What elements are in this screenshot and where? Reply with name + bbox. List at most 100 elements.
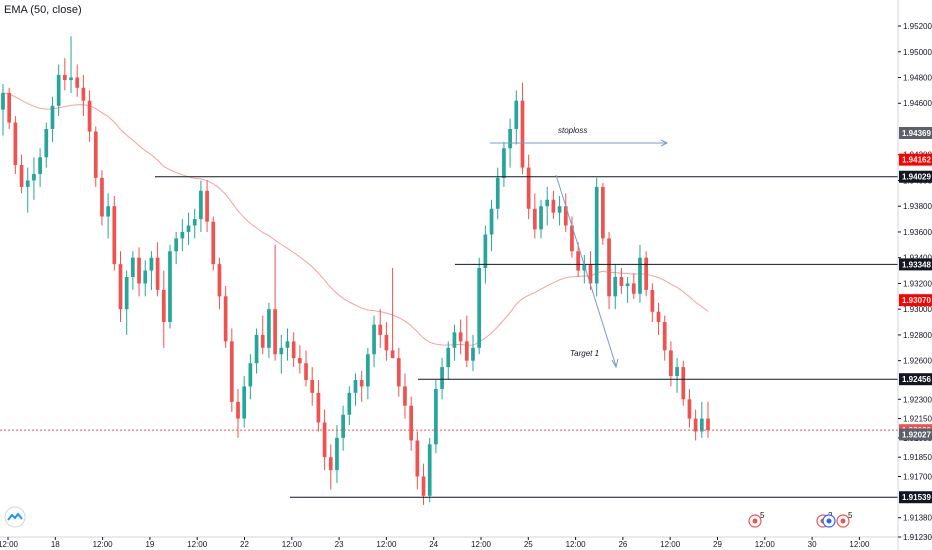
candle-body bbox=[304, 363, 308, 380]
candle-body bbox=[87, 100, 92, 132]
candle-body bbox=[452, 332, 457, 348]
candle-body bbox=[155, 257, 160, 290]
candle-body bbox=[477, 267, 482, 348]
candle-body bbox=[279, 347, 284, 355]
candle-body bbox=[662, 322, 667, 351]
price-tick-label: 1.92800 bbox=[903, 331, 932, 340]
price-tick-label: 1.94800 bbox=[903, 74, 932, 83]
candle-body bbox=[557, 206, 562, 213]
price-badge bbox=[899, 491, 932, 504]
candle-body bbox=[601, 186, 605, 239]
horizontal-levels[interactable] bbox=[0, 176, 898, 498]
price-tick-label: 1.91850 bbox=[903, 453, 932, 462]
candle-body bbox=[81, 87, 86, 101]
time-tick-label: 12:00 bbox=[376, 540, 397, 549]
annotations[interactable]: stoploss Target 1 bbox=[490, 126, 669, 369]
candle-body bbox=[137, 257, 141, 284]
price-badge-label: 1.93070 bbox=[902, 296, 931, 305]
price-tick-label: 1.93600 bbox=[903, 228, 932, 237]
time-tick-label: 30 bbox=[808, 540, 817, 549]
candle-body bbox=[421, 476, 426, 496]
price-tick-label: 1.95200 bbox=[903, 22, 932, 31]
candle-body bbox=[706, 418, 710, 431]
candle-body bbox=[471, 347, 475, 361]
candle-body bbox=[273, 309, 277, 355]
candle-body bbox=[149, 257, 154, 271]
price-badge bbox=[899, 170, 932, 183]
price-badge bbox=[899, 153, 932, 166]
candle-body bbox=[112, 206, 117, 265]
event-count: 5 bbox=[848, 511, 853, 520]
candle-body bbox=[588, 264, 593, 284]
candle-body bbox=[563, 206, 568, 226]
candle-body bbox=[656, 311, 661, 323]
price-badge bbox=[899, 428, 932, 441]
price-badge-label: 1.91539 bbox=[902, 493, 931, 502]
candle-body bbox=[353, 379, 358, 393]
candle-body bbox=[384, 334, 389, 351]
target-arrow bbox=[555, 174, 617, 367]
candle-body bbox=[62, 74, 67, 81]
event-dot-icon bbox=[752, 518, 758, 524]
candle-body bbox=[681, 367, 686, 400]
candle-body bbox=[260, 334, 265, 348]
time-tick-label: 29 bbox=[713, 540, 722, 549]
candle-body bbox=[532, 208, 537, 230]
candle-body bbox=[551, 199, 556, 213]
candles[interactable] bbox=[1, 36, 710, 505]
time-tick-label: 12:00 bbox=[93, 540, 114, 549]
time-tick-label: 12:00 bbox=[471, 540, 492, 549]
candle-body bbox=[44, 128, 49, 158]
time-tick-label: 25 bbox=[524, 540, 533, 549]
time-tick-label: 12:00 bbox=[187, 540, 208, 549]
indicator-label[interactable]: EMA (50, close) bbox=[4, 4, 82, 16]
time-tick-label: 23 bbox=[335, 540, 344, 549]
candle-body bbox=[242, 386, 247, 419]
candle-body bbox=[409, 405, 414, 441]
price-tick-label: 1.91230 bbox=[903, 533, 932, 542]
candle-body bbox=[38, 157, 42, 175]
candle-body bbox=[310, 379, 315, 393]
candle-body bbox=[75, 77, 80, 88]
price-badge-label: 1.93348 bbox=[902, 260, 931, 269]
candle-body bbox=[267, 309, 271, 348]
event-markers[interactable]: 525 bbox=[748, 511, 853, 528]
time-tick-label: 24 bbox=[429, 540, 438, 549]
price-badge bbox=[899, 294, 932, 307]
price-tick-label: 1.92300 bbox=[903, 395, 932, 404]
candle-body bbox=[13, 122, 18, 166]
candle-body bbox=[644, 257, 649, 290]
price-tick-label: 1.95000 bbox=[903, 48, 932, 57]
candle-body bbox=[25, 180, 30, 187]
price-badge-label: 1.94369 bbox=[902, 129, 931, 138]
candle-body bbox=[489, 208, 494, 235]
time-tick-label: 12:00 bbox=[755, 540, 776, 549]
candle-body bbox=[205, 190, 209, 222]
price-tick-label: 1.94600 bbox=[903, 99, 932, 108]
candle-body bbox=[446, 347, 451, 368]
candle-body bbox=[32, 174, 36, 181]
candle-body bbox=[347, 392, 352, 415]
candle-body bbox=[223, 296, 228, 342]
candle-body bbox=[520, 100, 525, 168]
time-tick-label: 18 bbox=[51, 540, 60, 549]
price-badge-label: 1.94029 bbox=[902, 173, 931, 182]
price-badge-label: 1.92027 bbox=[902, 430, 931, 439]
candle-body bbox=[675, 367, 679, 377]
time-tick-label: 19 bbox=[145, 540, 154, 549]
price-tick-label: 1.91380 bbox=[903, 514, 932, 523]
candle-body bbox=[403, 386, 407, 406]
time-tick-label: 26 bbox=[618, 540, 627, 549]
time-axis[interactable]: 12:00 18 12:00 19 12:00 22 12:00 23 12:00 24 12:00… bbox=[0, 537, 870, 549]
candle-body bbox=[508, 128, 512, 149]
candle-body bbox=[69, 77, 73, 81]
event-dot-icon bbox=[826, 518, 832, 524]
tradingview-logo-icon[interactable] bbox=[4, 506, 26, 528]
candle-body bbox=[100, 177, 104, 217]
price-tick-label: 1.93000 bbox=[903, 305, 932, 314]
candle-body bbox=[186, 225, 191, 232]
candle-body bbox=[650, 289, 655, 312]
candle-body bbox=[248, 363, 253, 387]
